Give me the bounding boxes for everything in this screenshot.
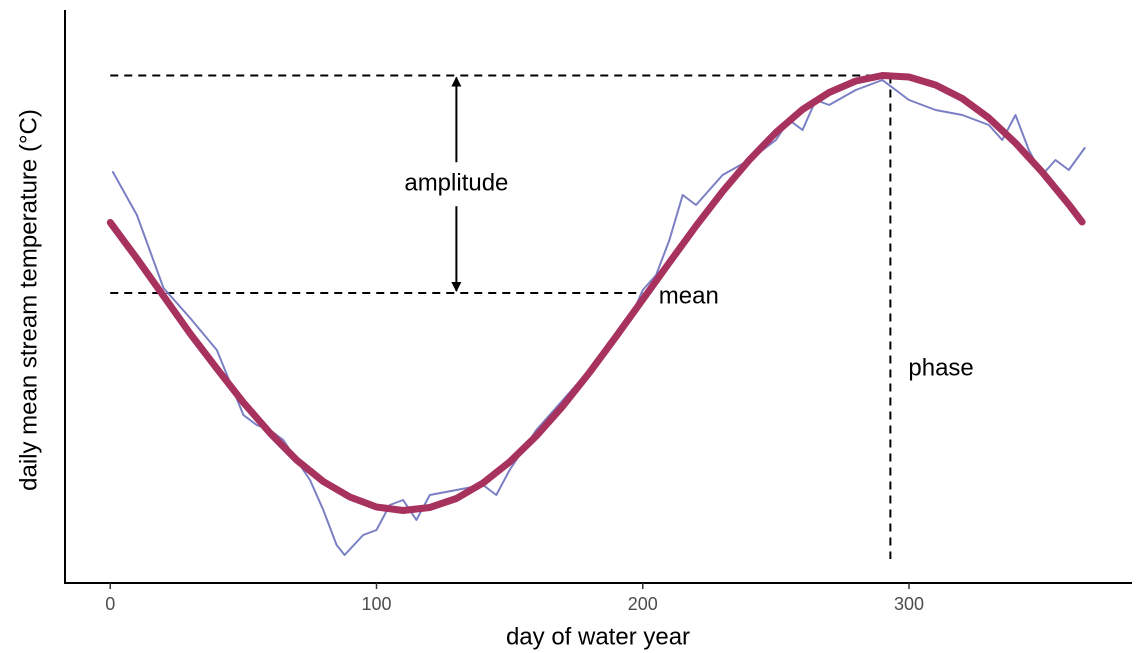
y-axis-title: daily mean stream temperature (°C) — [15, 109, 42, 491]
x-tick-label: 100 — [361, 594, 391, 614]
mean-label: mean — [659, 282, 719, 309]
x-tick-label: 0 — [105, 594, 115, 614]
x-tick-label: 200 — [628, 594, 658, 614]
x-tick-label: 300 — [894, 594, 924, 614]
phase-label: phase — [908, 354, 973, 381]
fit-line — [106, 72, 1086, 514]
x-axis-title: day of water year — [506, 623, 690, 650]
observed-line — [111, 79, 1086, 556]
amplitude-label: amplitude — [404, 170, 508, 197]
label-bg — [396, 162, 517, 207]
